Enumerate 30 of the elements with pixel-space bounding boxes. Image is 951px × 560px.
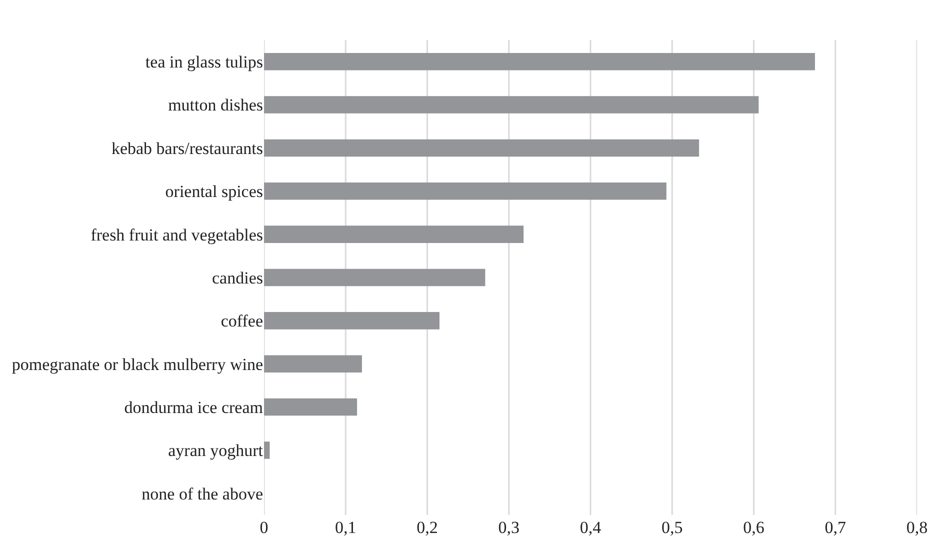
x-tick-label: 0,8 — [906, 518, 928, 537]
y-tick-label: ayran yoghurt — [168, 441, 264, 460]
y-tick-label: dondurma ice cream — [124, 398, 263, 417]
x-tick-label: 0,1 — [335, 518, 356, 537]
bar — [264, 52, 815, 70]
bar — [264, 312, 440, 330]
y-tick-label: mutton dishes — [168, 96, 263, 115]
x-tick-label: 0,4 — [580, 518, 602, 537]
y-tick-label: none of the above — [142, 484, 263, 504]
bar — [264, 96, 759, 114]
x-tick-label: 0,2 — [416, 518, 438, 537]
y-tick-label: coffee — [220, 312, 263, 331]
y-tick-label: candies — [212, 268, 263, 288]
y-tick-label: fresh fruit and vegetables — [90, 225, 263, 244]
x-tick-label: 0,6 — [743, 518, 764, 537]
bar — [264, 355, 362, 372]
x-tick-label: 0,5 — [662, 518, 683, 537]
y-tick-label: kebab bars/restaurants — [111, 138, 263, 158]
y-tick-label: pomegranate or black mulberry wine — [12, 354, 263, 374]
bar — [264, 226, 524, 243]
y-tick-label: tea in glass tulips — [145, 52, 263, 72]
x-tick-label: 0,3 — [498, 518, 520, 537]
bar — [264, 398, 358, 416]
y-tick-label: oriental spices — [165, 182, 263, 202]
bar — [264, 268, 486, 286]
x-tick-label: 0 — [260, 518, 268, 537]
bar — [264, 182, 666, 200]
bar — [264, 139, 700, 157]
bar — [264, 442, 270, 459]
x-tick-label: 0,7 — [824, 518, 847, 537]
